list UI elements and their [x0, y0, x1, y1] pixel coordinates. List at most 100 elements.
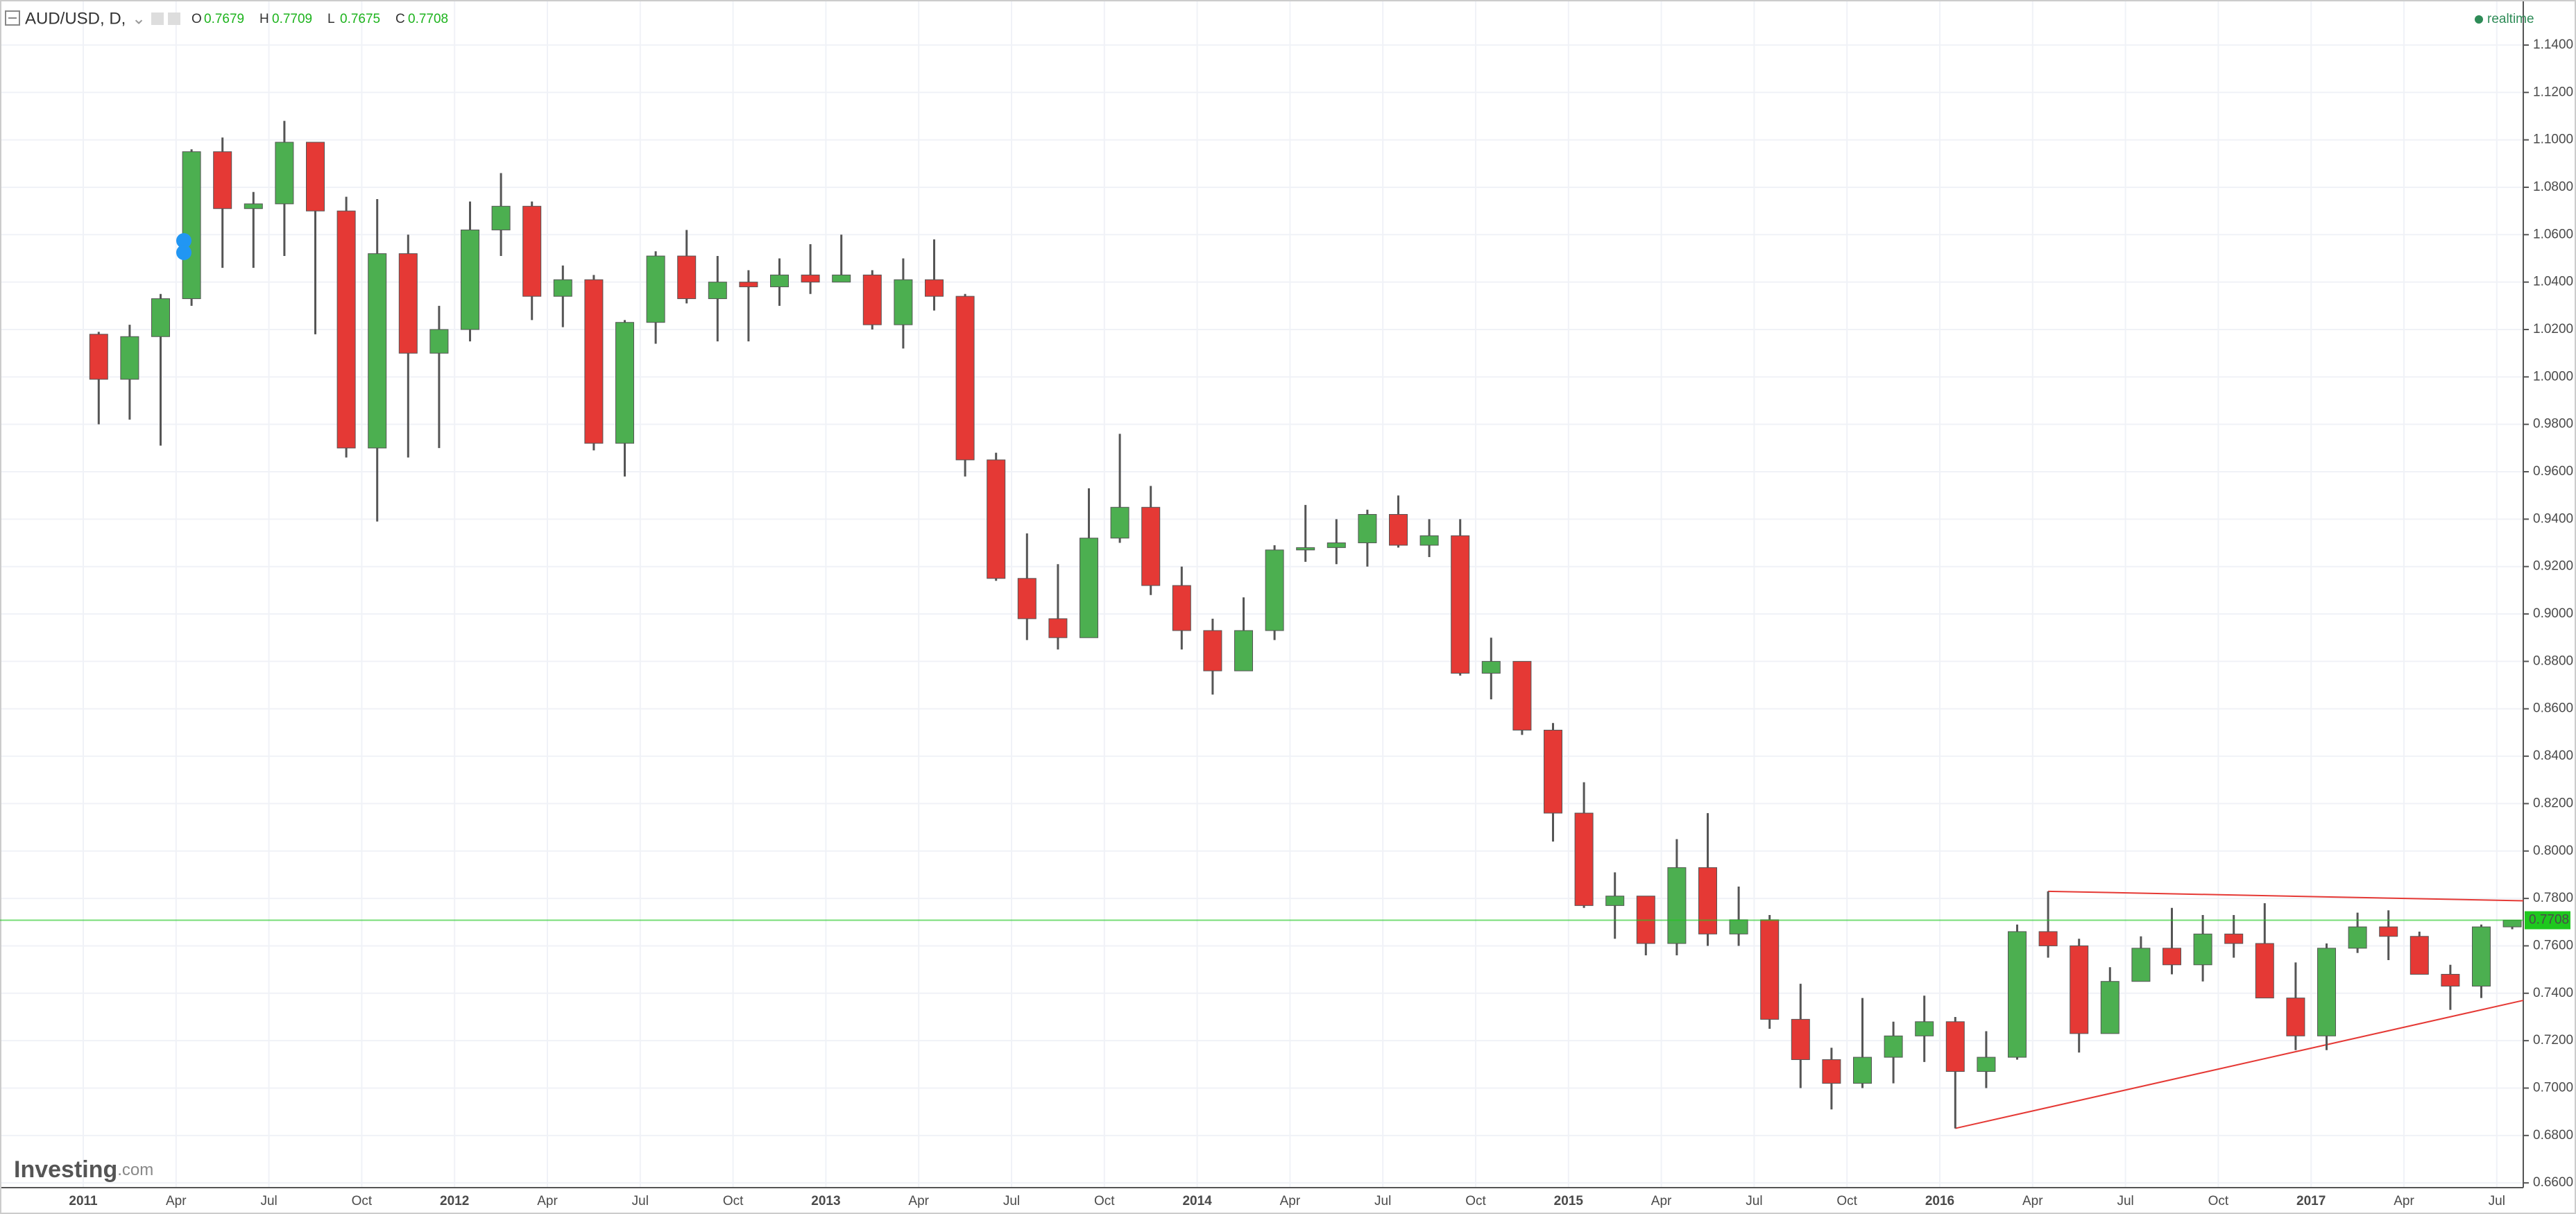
y-tick-label: 1.0400: [2533, 275, 2573, 289]
x-tick-label: Apr: [2022, 1194, 2043, 1208]
event-marker[interactable]: [176, 245, 191, 260]
y-tick-label: 0.7800: [2533, 891, 2573, 905]
candle-body: [2286, 998, 2305, 1036]
candle-body: [336, 210, 356, 449]
status: realtime: [2487, 12, 2534, 26]
candle-body: [862, 274, 882, 325]
candle-body: [1451, 535, 1470, 674]
y-tick-label: 1.1000: [2533, 132, 2573, 147]
y-tick-label: 0.6800: [2533, 1128, 2573, 1143]
candle-body: [1698, 867, 1717, 934]
y-tick-label: 0.9000: [2533, 606, 2573, 621]
x-tick-label: Apr: [908, 1194, 929, 1208]
candle-body: [646, 255, 665, 323]
y-tick-label: 1.0600: [2533, 227, 2573, 241]
candle-body: [1512, 660, 1532, 730]
x-tick-label: 2014: [1182, 1194, 1212, 1208]
candle-body: [1945, 1021, 1965, 1072]
candle-body: [2163, 948, 2181, 966]
candle-body: [987, 459, 1006, 579]
y-tick-label: 0.7400: [2533, 986, 2573, 1000]
x-tick-label: Jul: [1746, 1194, 1762, 1208]
candle-body: [1110, 506, 1129, 539]
candle-body: [1080, 538, 1098, 638]
y-tick-label: 0.8800: [2533, 653, 2573, 668]
candle-body: [1327, 542, 1346, 548]
x-tick-label: 2016: [1925, 1194, 1954, 1208]
x-tick-label: Oct: [1465, 1194, 1486, 1208]
candle-body: [2100, 981, 2119, 1034]
ohlc-value: 0.7675: [340, 12, 380, 26]
x-tick-label: Jul: [2489, 1194, 2505, 1208]
y-tick-label: 0.6600: [2533, 1175, 2573, 1190]
candle-body: [2008, 931, 2027, 1058]
candle-body: [677, 255, 697, 300]
y-tick-label: 1.0800: [2533, 180, 2573, 194]
x-tick-label: Apr: [1280, 1194, 1301, 1208]
candle-body: [2379, 926, 2398, 937]
logo-suffix: .com: [117, 1161, 153, 1179]
candle-body: [429, 329, 449, 354]
candle-body: [2131, 948, 2151, 982]
x-tick-label: Apr: [537, 1194, 558, 1208]
candle-body: [461, 229, 479, 330]
candle-body: [368, 253, 387, 449]
x-tick-label: Jul: [1003, 1194, 1020, 1208]
y-tick-label: 0.8600: [2533, 701, 2573, 716]
candle-body: [1203, 630, 1222, 672]
candle-body: [398, 253, 418, 354]
candle-body: [955, 296, 975, 461]
candle-body: [2070, 945, 2089, 1034]
candle-body: [1667, 867, 1687, 944]
candle-body: [1544, 729, 1562, 814]
trendline: [1955, 1000, 2524, 1129]
candle-body: [2409, 936, 2429, 975]
collapse-button[interactable]: [5, 10, 20, 26]
last-price-tag: [2525, 911, 2570, 930]
candle-body: [2255, 943, 2274, 999]
candle-body: [1481, 660, 1501, 674]
event-marker[interactable]: [176, 233, 191, 248]
candle-body: [925, 279, 944, 297]
candle-body: [1822, 1059, 1841, 1084]
dropdown[interactable]: ⌄: [132, 9, 146, 28]
y-tick-label: 0.8200: [2533, 796, 2573, 810]
y-tick-label: 0.9800: [2533, 417, 2573, 431]
x-tick-label: Jul: [2117, 1194, 2133, 1208]
x-tick-label: Oct: [723, 1194, 744, 1208]
header: AUD/USD, D, ⌄ O 0.7679 H 0.7709 L 0.7675 C 0.77…: [5, 9, 2534, 28]
y-tick-label: 0.8000: [2533, 844, 2573, 858]
candle-body: [2038, 931, 2058, 946]
y-tick-label: 1.0000: [2533, 369, 2573, 384]
x-tick-label: Apr: [2394, 1194, 2414, 1208]
ohlc-value: 0.7679: [204, 12, 244, 26]
candle-body: [1574, 812, 1594, 906]
candle-body: [1296, 547, 1315, 551]
candle-body: [151, 298, 170, 337]
candle-body: [89, 334, 108, 380]
candle-body: [1419, 535, 1439, 546]
settings-icon[interactable]: [168, 12, 180, 25]
candle-body: [1048, 618, 1068, 638]
candle-body: [1729, 919, 1748, 934]
y-tick-label: 0.9600: [2533, 464, 2573, 479]
candle-body: [770, 274, 789, 287]
logo: Investing.com: [14, 1156, 153, 1183]
ohlc-label: C: [395, 12, 405, 26]
ohlc-value: 0.7708: [408, 12, 448, 26]
settings-icon[interactable]: [151, 12, 164, 25]
candle-body: [522, 205, 542, 297]
candle-body: [1358, 514, 1377, 544]
candle-body: [2441, 973, 2460, 987]
candle-body: [1017, 578, 1037, 619]
candle-body: [275, 142, 294, 205]
y-tick-label: 0.9400: [2533, 511, 2573, 526]
candle-body: [1760, 919, 1780, 1020]
symbol: AUD/USD, D,: [25, 9, 126, 28]
candle-body: [801, 274, 820, 283]
x-tick-label: Oct: [352, 1194, 373, 1208]
